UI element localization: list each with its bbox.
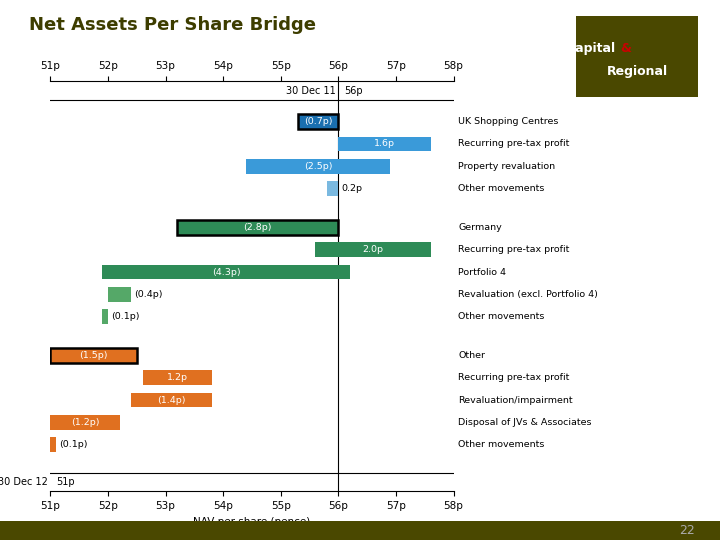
Text: 30 Dec 11: 30 Dec 11 bbox=[286, 86, 336, 96]
Text: Recurring pre-tax profit: Recurring pre-tax profit bbox=[458, 245, 570, 254]
Text: 56p: 56p bbox=[344, 86, 363, 96]
Bar bbox=[246, 159, 390, 173]
Text: 0.2p: 0.2p bbox=[341, 184, 362, 193]
Text: 1.6p: 1.6p bbox=[374, 139, 395, 148]
Bar bbox=[143, 370, 212, 385]
Text: Revaluation (excl. Portfolio 4): Revaluation (excl. Portfolio 4) bbox=[458, 290, 598, 299]
Text: Other movements: Other movements bbox=[458, 440, 544, 449]
Bar bbox=[315, 242, 431, 257]
Text: Portfolio 4: Portfolio 4 bbox=[458, 267, 506, 276]
Text: Revaluation/impairment: Revaluation/impairment bbox=[458, 396, 573, 404]
Text: &: & bbox=[620, 42, 631, 55]
Text: (1.5p): (1.5p) bbox=[79, 351, 108, 360]
X-axis label: NAV per share (pence): NAV per share (pence) bbox=[194, 517, 310, 526]
Text: (1.2p): (1.2p) bbox=[71, 418, 99, 427]
Text: (1.4p): (1.4p) bbox=[157, 396, 186, 404]
Text: Net Assets Per Share Bridge: Net Assets Per Share Bridge bbox=[29, 16, 316, 34]
Bar bbox=[177, 220, 338, 235]
Text: Recurring pre-tax profit: Recurring pre-tax profit bbox=[458, 373, 570, 382]
Text: 2.0p: 2.0p bbox=[362, 245, 384, 254]
Text: 1.2p: 1.2p bbox=[166, 373, 188, 382]
Text: (0.7p): (0.7p) bbox=[304, 117, 333, 126]
Bar bbox=[102, 265, 350, 279]
Text: Regional: Regional bbox=[607, 65, 667, 78]
Text: (2.8p): (2.8p) bbox=[243, 223, 272, 232]
Bar bbox=[50, 415, 120, 430]
Bar bbox=[102, 309, 108, 324]
Text: 22: 22 bbox=[679, 524, 695, 537]
Bar bbox=[50, 348, 137, 363]
Text: Disposal of JVs & Associates: Disposal of JVs & Associates bbox=[458, 418, 592, 427]
Text: (0.1p): (0.1p) bbox=[111, 312, 140, 321]
Text: Other: Other bbox=[458, 351, 485, 360]
Text: Germany: Germany bbox=[458, 223, 502, 232]
Bar bbox=[50, 437, 56, 452]
Text: Recurring pre-tax profit: Recurring pre-tax profit bbox=[458, 139, 570, 148]
Bar bbox=[327, 181, 338, 196]
Text: Property revaluation: Property revaluation bbox=[458, 161, 555, 171]
Text: (0.1p): (0.1p) bbox=[59, 440, 88, 449]
Bar bbox=[131, 393, 212, 408]
Text: (4.3p): (4.3p) bbox=[212, 267, 240, 276]
Bar bbox=[298, 114, 338, 129]
Text: 51p: 51p bbox=[56, 477, 75, 487]
Text: (0.4p): (0.4p) bbox=[134, 290, 163, 299]
Text: (2.5p): (2.5p) bbox=[304, 161, 333, 171]
Text: Capital: Capital bbox=[566, 42, 615, 55]
Text: 30 Dec 12: 30 Dec 12 bbox=[0, 477, 48, 487]
Text: UK Shopping Centres: UK Shopping Centres bbox=[458, 117, 559, 126]
Text: Other movements: Other movements bbox=[458, 184, 544, 193]
Bar bbox=[108, 287, 131, 302]
Text: Other movements: Other movements bbox=[458, 312, 544, 321]
Bar bbox=[338, 137, 431, 151]
